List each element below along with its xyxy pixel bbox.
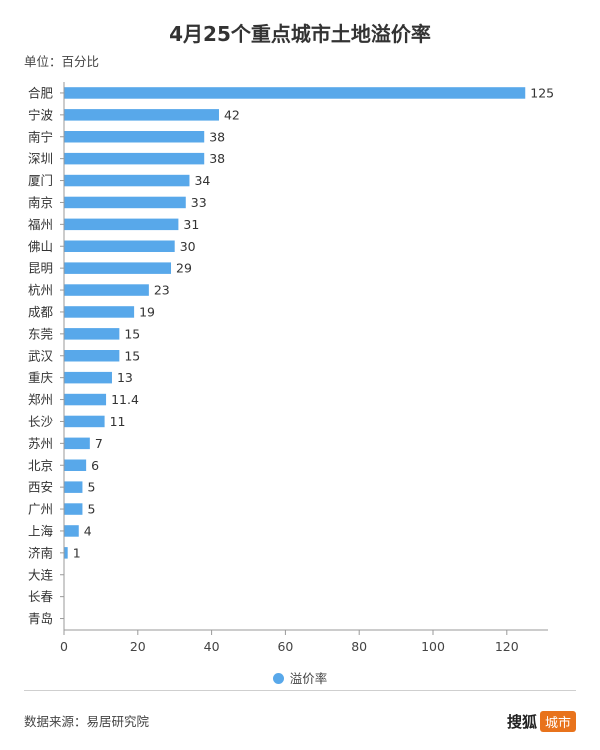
x-tick-label: 40 — [204, 639, 220, 654]
category-label: 青岛 — [28, 611, 53, 626]
bar-value-label: 34 — [194, 173, 210, 188]
axis-layer: 合肥宁波南宁深圳厦门南京福州佛山昆明杭州成都东莞武汉重庆郑州长沙苏州北京西安广州… — [28, 82, 548, 654]
bar[interactable] — [64, 415, 105, 428]
bar[interactable] — [64, 393, 107, 406]
category-label: 昆明 — [28, 261, 53, 276]
bar[interactable] — [64, 196, 186, 209]
category-label: 北京 — [28, 458, 53, 473]
category-label: 东莞 — [28, 326, 53, 341]
x-tick-label: 60 — [277, 639, 293, 654]
category-label: 大连 — [28, 567, 54, 582]
bar[interactable] — [64, 328, 120, 340]
bar[interactable] — [64, 131, 205, 143]
data-source: 数据来源：易居研究院 — [24, 714, 150, 729]
bar[interactable] — [64, 262, 172, 274]
bar-value-label: 11.4 — [111, 392, 139, 407]
x-tick-label: 0 — [60, 639, 68, 654]
bar-value-label: 38 — [209, 151, 225, 166]
bar[interactable] — [64, 437, 90, 450]
bar-value-label: 30 — [180, 239, 196, 254]
bar[interactable] — [64, 109, 219, 121]
bar-value-label: 125 — [530, 85, 554, 100]
bar[interactable] — [64, 525, 79, 537]
x-tick-label: 120 — [495, 639, 519, 654]
footer-divider — [24, 690, 576, 691]
unit-label: 单位：百分比 — [24, 54, 100, 69]
bar-value-label: 7 — [95, 436, 103, 451]
category-label: 佛山 — [28, 239, 53, 254]
bar-value-label: 15 — [124, 326, 140, 341]
bars-layer: 125 42 38 38 34 33 31 30 29 23 19 15 15 13 11.4 11 7 6 5 5 4… — [64, 85, 554, 560]
brand-logo[interactable]: 搜狐 城市 — [507, 710, 576, 732]
category-label: 南京 — [28, 195, 53, 210]
brand-badge: 城市 — [539, 710, 576, 732]
bar[interactable] — [64, 481, 83, 493]
category-label: 厦门 — [28, 173, 53, 188]
bar[interactable] — [64, 350, 120, 362]
category-label: 郑州 — [28, 392, 53, 407]
bar[interactable] — [64, 371, 112, 384]
bar[interactable] — [64, 174, 190, 187]
category-label: 上海 — [28, 523, 54, 538]
legend-label: 溢价率 — [289, 671, 328, 686]
bar[interactable] — [64, 218, 179, 231]
category-label: 福州 — [28, 217, 53, 232]
category-label: 西安 — [28, 480, 53, 495]
bar[interactable] — [64, 459, 87, 472]
category-label: 武汉 — [28, 348, 54, 363]
chart-title: 4月25个重点城市土地溢价率 — [169, 22, 431, 46]
bar-value-label: 11 — [110, 414, 126, 429]
category-label: 济南 — [28, 545, 53, 560]
bar[interactable] — [64, 87, 526, 99]
x-tick-label: 100 — [421, 639, 445, 654]
category-label: 重庆 — [28, 370, 54, 385]
x-tick-label: 20 — [130, 639, 146, 654]
bar-chart: 125 42 38 38 34 33 31 30 29 23 19 15 15 13 11.4 11 7 6 5 5 4… — [28, 82, 554, 654]
category-label: 宁波 — [28, 107, 54, 122]
category-label: 苏州 — [28, 436, 53, 451]
bar[interactable] — [64, 240, 175, 253]
legend[interactable]: 溢价率 — [0, 668, 600, 687]
bar-value-label: 5 — [87, 502, 95, 517]
bar-value-label: 23 — [154, 283, 170, 298]
category-label: 南宁 — [28, 129, 53, 144]
legend-marker — [272, 673, 284, 684]
category-label: 杭州 — [28, 283, 53, 298]
bar-value-label: 33 — [191, 195, 207, 210]
bar[interactable] — [64, 284, 149, 296]
category-label: 广州 — [28, 502, 53, 517]
bar-value-label: 42 — [224, 107, 240, 122]
category-label: 深圳 — [28, 151, 53, 166]
bar[interactable] — [64, 152, 205, 165]
bar[interactable] — [64, 503, 83, 515]
category-label: 合肥 — [28, 85, 54, 100]
bar-value-label: 4 — [84, 523, 92, 538]
brand-name: 搜狐 — [506, 712, 537, 731]
bar-value-label: 29 — [176, 261, 192, 276]
x-tick-label: 80 — [351, 639, 367, 654]
bar-value-label: 6 — [91, 458, 99, 473]
bar[interactable] — [64, 547, 68, 559]
bar-value-label: 19 — [139, 304, 155, 319]
bar-value-label: 1 — [73, 545, 81, 560]
bar-value-label: 38 — [209, 129, 225, 144]
bar[interactable] — [64, 306, 135, 318]
bar-value-label: 5 — [87, 480, 95, 495]
category-label: 长沙 — [28, 414, 54, 429]
bar-value-label: 31 — [183, 217, 199, 232]
category-label: 成都 — [28, 304, 54, 319]
category-label: 长春 — [28, 589, 54, 604]
bar-value-label: 15 — [124, 348, 140, 363]
bar-value-label: 13 — [117, 370, 133, 385]
